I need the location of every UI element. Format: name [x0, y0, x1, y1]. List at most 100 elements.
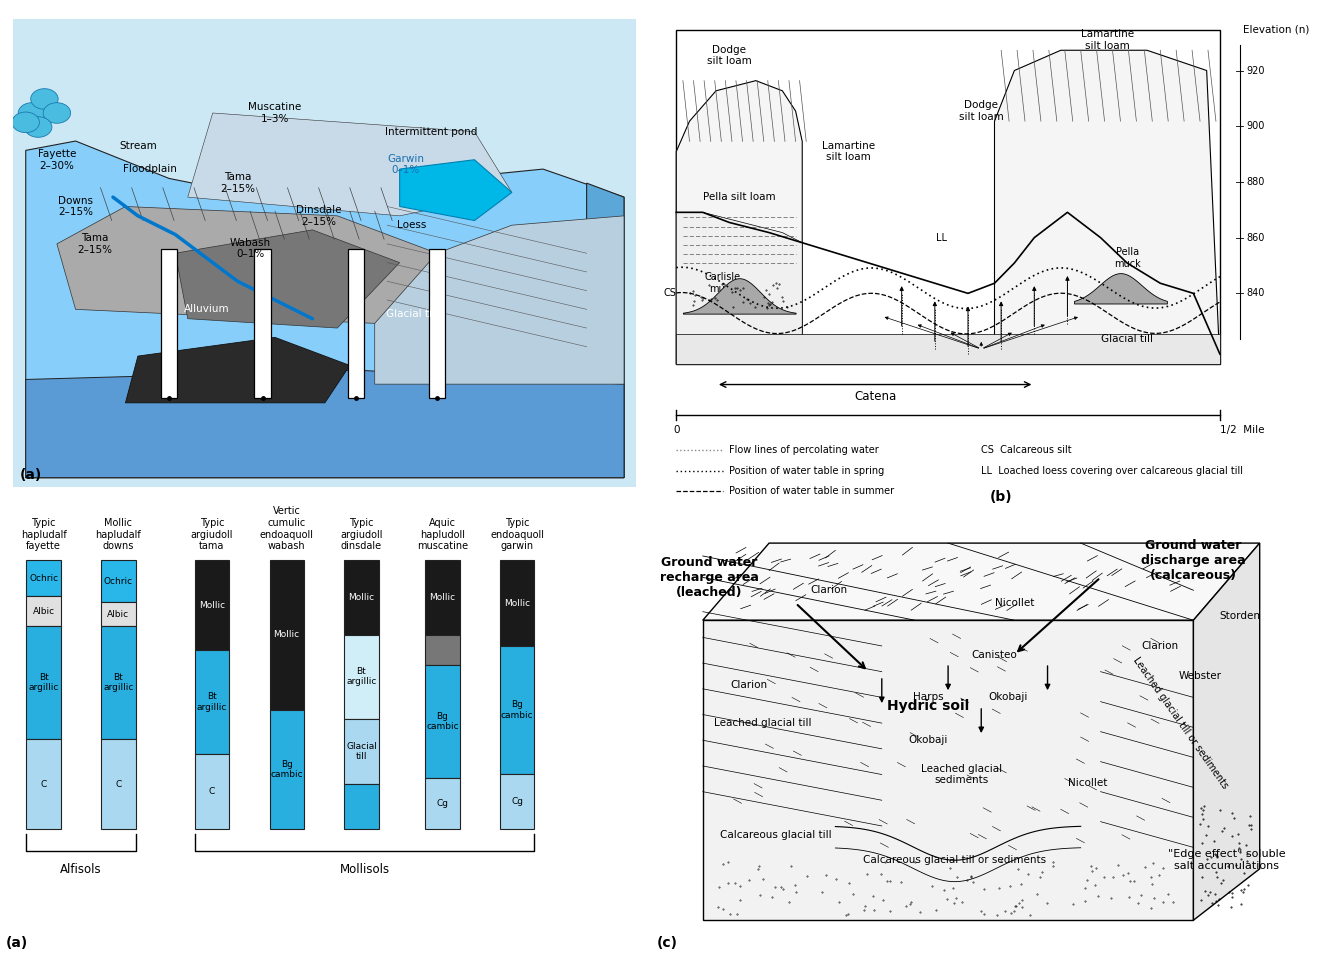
Bar [101, 602, 135, 626]
Text: C: C [208, 787, 215, 796]
Text: Lamartine
silt loam: Lamartine silt loam [1081, 29, 1134, 51]
Bar [500, 774, 534, 829]
Circle shape [24, 117, 52, 137]
Text: Leached glacial till: Leached glacial till [713, 718, 812, 729]
Text: "Edge effect" soluble
salt accumulations: "Edge effect" soluble salt accumulations [1168, 849, 1285, 871]
Text: Okobaji: Okobaji [988, 693, 1028, 702]
Text: Mollic: Mollic [504, 598, 530, 608]
Polygon shape [57, 206, 438, 323]
Text: Elevation (n): Elevation (n) [1244, 25, 1310, 35]
Text: Bg
cambic: Bg cambic [501, 700, 533, 720]
Text: Carlisle
muck: Carlisle muck [704, 273, 741, 294]
Bar [101, 739, 135, 829]
Bar [195, 560, 229, 650]
Bar [101, 626, 135, 739]
Bar [347, 248, 365, 398]
Text: Aquic
hapludoll
muscatine: Aquic hapludoll muscatine [416, 518, 468, 551]
Bar [345, 635, 379, 719]
Text: Bt
argillic: Bt argillic [346, 667, 377, 687]
Bar [676, 30, 1220, 364]
Polygon shape [188, 113, 512, 216]
Text: Bt
argillic: Bt argillic [28, 673, 58, 693]
Bar [426, 635, 460, 665]
Polygon shape [994, 51, 1220, 364]
Text: Storden: Storden [1220, 611, 1260, 621]
Text: Mollic: Mollic [430, 593, 456, 602]
Text: (b): (b) [989, 490, 1013, 504]
Text: Bt
argillic: Bt argillic [103, 673, 134, 693]
Text: Alluvium: Alluvium [183, 304, 229, 315]
Polygon shape [25, 141, 625, 477]
Text: Clarion: Clarion [810, 585, 847, 595]
Text: Clarion: Clarion [1142, 641, 1179, 651]
Text: Cg: Cg [436, 800, 448, 808]
Text: Bg
cambic: Bg cambic [271, 760, 304, 779]
Bar [27, 626, 61, 739]
Text: Pella
muck: Pella muck [1114, 247, 1140, 269]
Bar [27, 560, 61, 596]
Text: Typic
argiudoll
dinsdale: Typic argiudoll dinsdale [341, 518, 383, 551]
Text: Calcareous glacial till or sediments: Calcareous glacial till or sediments [863, 855, 1046, 865]
Text: CS: CS [663, 288, 676, 298]
Bar [195, 650, 229, 755]
Polygon shape [586, 183, 625, 477]
Polygon shape [676, 334, 1220, 364]
Bar [269, 710, 304, 829]
Text: Muscatine
1–3%: Muscatine 1–3% [248, 102, 301, 124]
Polygon shape [25, 370, 625, 477]
Text: 0: 0 [674, 425, 679, 435]
Bar [269, 560, 304, 710]
Polygon shape [1193, 543, 1260, 920]
Polygon shape [375, 216, 625, 384]
Text: Position of water table in summer: Position of water table in summer [729, 486, 895, 496]
Text: Albic: Albic [33, 607, 54, 616]
Text: (a): (a) [20, 468, 41, 482]
Text: Typic
hapludalf
fayette: Typic hapludalf fayette [21, 518, 66, 551]
Text: Intermittent pond: Intermittent pond [385, 127, 477, 136]
Bar [426, 665, 460, 778]
Bar [27, 596, 61, 626]
Text: Floodplain: Floodplain [123, 164, 178, 174]
Text: CS  Calcareous silt: CS Calcareous silt [981, 445, 1071, 456]
Text: (c): (c) [656, 936, 678, 951]
Bar [345, 560, 379, 635]
Polygon shape [676, 212, 802, 364]
Bar [195, 755, 229, 829]
Circle shape [19, 102, 45, 124]
Polygon shape [126, 337, 350, 403]
Text: Typic
argiudoll
tama: Typic argiudoll tama [191, 518, 233, 551]
Bar [27, 739, 61, 829]
Text: Hydric soil: Hydric soil [887, 699, 969, 713]
Polygon shape [175, 230, 399, 328]
Text: 860: 860 [1246, 233, 1265, 243]
Text: Pella silt loam: Pella silt loam [703, 192, 776, 203]
Text: Ground water
recharge area
(leached): Ground water recharge area (leached) [660, 556, 758, 599]
Text: Catena: Catena [854, 390, 896, 402]
Text: Clarion: Clarion [731, 680, 768, 690]
Bar [255, 248, 271, 398]
Text: Glacial
till: Glacial till [346, 742, 377, 761]
Bar [345, 784, 379, 829]
Text: Garwin
0–1%: Garwin 0–1% [387, 154, 424, 175]
Text: C: C [115, 780, 122, 789]
Circle shape [30, 89, 58, 109]
Text: Glacial till: Glacial till [1101, 334, 1154, 344]
Text: Tama
2–15%: Tama 2–15% [77, 233, 111, 254]
Text: Loess: Loess [398, 220, 427, 230]
Text: Ground water
discharge area
(calcareous): Ground water discharge area (calcareous) [1142, 539, 1245, 581]
Text: LL: LL [936, 233, 947, 243]
Text: Leached glacial
sediments: Leached glacial sediments [920, 764, 1002, 785]
Bar [426, 778, 460, 829]
Text: Dinsdale
2–15%: Dinsdale 2–15% [296, 206, 341, 227]
Text: Bg
cambic: Bg cambic [426, 712, 459, 731]
Text: Position of water table in spring: Position of water table in spring [729, 466, 884, 475]
Text: 920: 920 [1246, 65, 1265, 76]
Text: Mollic: Mollic [199, 601, 225, 610]
Text: Stream: Stream [119, 140, 156, 151]
Text: Lamartine
silt loam: Lamartine silt loam [822, 141, 875, 163]
Text: Alfisols: Alfisols [60, 863, 102, 876]
Text: Bt
argillic: Bt argillic [196, 693, 227, 712]
Text: Ochric: Ochric [103, 577, 133, 585]
Polygon shape [399, 160, 512, 220]
Text: Webster: Webster [1179, 671, 1221, 681]
